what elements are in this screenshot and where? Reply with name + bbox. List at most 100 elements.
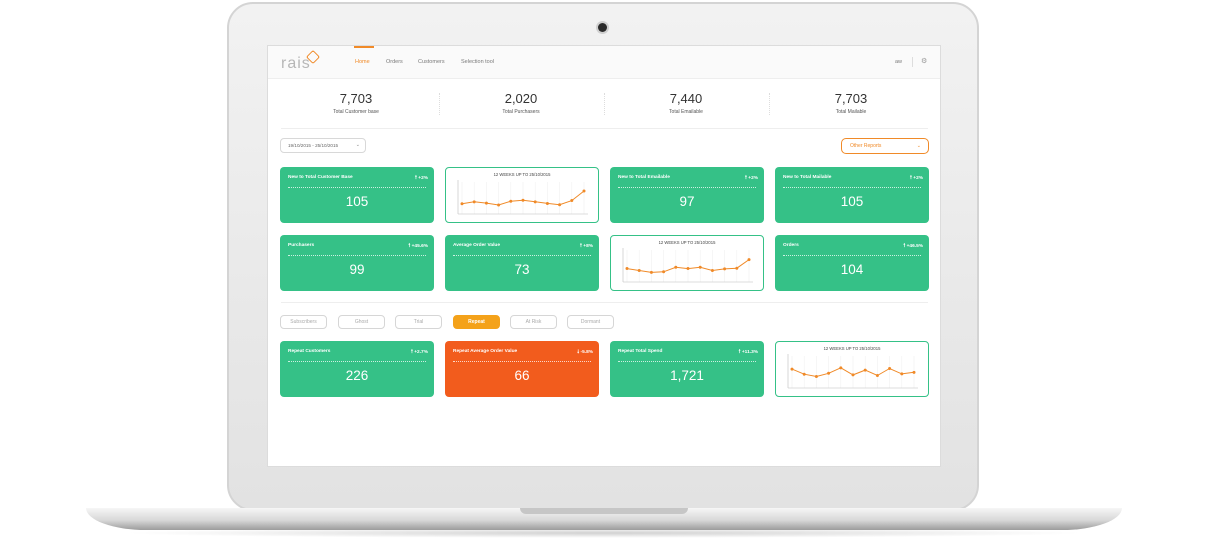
card-new-customer-base[interactable]: New to Total Customer Base 🠕 +2% 105	[280, 167, 434, 223]
chart-point	[545, 201, 549, 205]
arrow-down-icon: 🠗	[577, 350, 581, 355]
stat-label: Total Purchasers	[502, 109, 540, 115]
card-change: 🠕 +2%	[745, 175, 758, 183]
filter-repeat[interactable]: Repeat	[453, 315, 500, 329]
trend-chart-svg: 12 WEEKS UP TO 25/10/2015	[787, 346, 918, 389]
card-change: 🠕 +2%	[415, 175, 428, 183]
chart-point	[912, 370, 916, 374]
card-rule	[618, 361, 756, 362]
card-title: New to Total Emailable	[618, 175, 670, 180]
stat-total-purchasers: 2,020 Total Purchasers	[437, 91, 605, 115]
card-value: 104	[840, 262, 864, 277]
chart-point	[747, 258, 751, 262]
nav-customers[interactable]: Customers	[418, 59, 445, 65]
chart-point	[674, 265, 678, 269]
card-rule	[453, 255, 591, 256]
card-change-value: +8%	[583, 244, 593, 249]
section-divider	[281, 302, 928, 303]
chart-point	[558, 203, 562, 207]
card-purchasers[interactable]: Purchasers 🠕 +45.6% 99	[280, 235, 434, 291]
card-average-order-value[interactable]: Average Order Value 🠕 +8% 73	[445, 235, 599, 291]
card-change: 🠕 +11.3%	[738, 349, 758, 357]
card-change: 🠕 +8%	[580, 243, 593, 251]
chart-point	[582, 189, 586, 193]
filter-trial[interactable]: Trial	[395, 315, 442, 329]
chevron-down-icon: ⌄	[355, 142, 360, 148]
card-title: New to Total Mailable	[783, 175, 832, 180]
chart-point	[460, 202, 464, 206]
card-title: Repeat Total Spend	[618, 349, 663, 354]
stat-label: Total Customer base	[333, 109, 379, 115]
card-rule	[783, 187, 921, 188]
date-range-picker[interactable]: 19/10/2015 - 25/10/2015 ⌄	[280, 138, 366, 153]
stat-label: Total Emailable	[669, 109, 703, 115]
card-change-value: +45.6%	[411, 244, 428, 249]
other-reports-select[interactable]: Other Reports ⌄	[841, 138, 929, 154]
chart-point	[625, 267, 629, 271]
filter-ghost[interactable]: Ghost	[338, 315, 385, 329]
card-title: New to Total Customer Base	[288, 175, 353, 180]
card-rule	[783, 255, 921, 256]
chart-point	[851, 373, 855, 377]
chart-point	[827, 371, 831, 375]
card-repeat-total-spend[interactable]: Repeat Total Spend 🠕 +11.3% 1,721	[610, 341, 764, 397]
card-change-value: -5.8%	[580, 350, 593, 355]
chart-point	[698, 265, 702, 269]
trend-chart-svg: 12 WEEKS UP TO 25/10/2015	[457, 172, 588, 215]
card-change: 🠗 -5.8%	[577, 349, 593, 357]
nav-home[interactable]: Home	[355, 59, 370, 65]
card-change: 🠕 +45.6%	[408, 243, 428, 251]
filter-at-risk[interactable]: At Risk	[510, 315, 557, 329]
chart-point	[814, 374, 818, 378]
filter-subscribers[interactable]: Subscribers	[280, 315, 327, 329]
trend-chart-3[interactable]: 12 WEEKS UP TO 25/10/2015	[775, 341, 929, 397]
filter-dormant[interactable]: Dormant	[567, 315, 614, 329]
logo[interactable]: rais	[281, 55, 311, 72]
card-rule	[288, 361, 426, 362]
section-divider	[281, 128, 928, 129]
card-value: 99	[349, 262, 365, 277]
chart-point	[863, 368, 867, 372]
card-value: 105	[840, 194, 864, 209]
card-change-value: +46.5%	[906, 244, 923, 249]
chart-point	[790, 367, 794, 371]
chart-point	[686, 267, 690, 271]
chart-point	[509, 199, 513, 203]
dashboard-screen: rais Home Orders Customers Selection too…	[268, 46, 940, 466]
chart-point	[497, 203, 501, 207]
laptop-notch	[520, 508, 688, 514]
arrow-up-icon: 🠕	[408, 244, 412, 249]
user-initials[interactable]: aw	[895, 59, 903, 65]
card-change: 🠕 +2.7%	[411, 349, 428, 357]
nav-orders[interactable]: Orders	[386, 59, 403, 65]
trend-chart-svg: 12 WEEKS UP TO 25/10/2015	[622, 240, 753, 283]
arrow-up-icon: 🠕	[579, 244, 584, 249]
card-change-value: +11.3%	[741, 350, 758, 355]
arrow-up-icon: 🠕	[738, 350, 742, 355]
stat-value: 7,703	[339, 91, 373, 106]
nav-selection-tool[interactable]: Selection tool	[461, 59, 495, 65]
card-orders[interactable]: Orders 🠕 +46.5% 104	[775, 235, 929, 291]
card-title: Average Order Value	[453, 243, 501, 248]
laptop-shadow	[120, 528, 1088, 538]
chevron-down-icon: ⌄	[916, 143, 921, 149]
date-range-value: 19/10/2015 - 25/10/2015	[288, 143, 339, 148]
card-new-emailable[interactable]: New to Total Emailable 🠕 +2% 97	[610, 167, 764, 223]
active-nav-indicator	[354, 46, 374, 48]
chart-point	[710, 268, 714, 272]
card-title: Repeat Customers	[288, 349, 331, 354]
stat-total-customer-base: 7,703 Total Customer base	[272, 91, 440, 115]
camera-icon	[598, 23, 607, 32]
chart-point	[735, 266, 739, 270]
arrow-up-icon: 🠕	[414, 176, 419, 181]
card-change: 🠕 +2%	[910, 175, 923, 183]
card-repeat-average-order-value[interactable]: Repeat Average Order Value 🠗 -5.8% 66	[445, 341, 599, 397]
trend-chart-2[interactable]: 12 WEEKS UP TO 25/10/2015	[610, 235, 764, 291]
stat-divider	[604, 93, 606, 115]
chart-point	[484, 201, 488, 205]
card-new-mailable[interactable]: New to Total Mailable 🠕 +2% 105	[775, 167, 929, 223]
gear-icon[interactable]: ⚙	[921, 58, 928, 65]
card-repeat-customers[interactable]: Repeat Customers 🠕 +2.7% 226	[280, 341, 434, 397]
laptop-base	[86, 508, 1122, 530]
trend-chart-1[interactable]: 12 WEEKS UP TO 25/10/2015	[445, 167, 599, 223]
